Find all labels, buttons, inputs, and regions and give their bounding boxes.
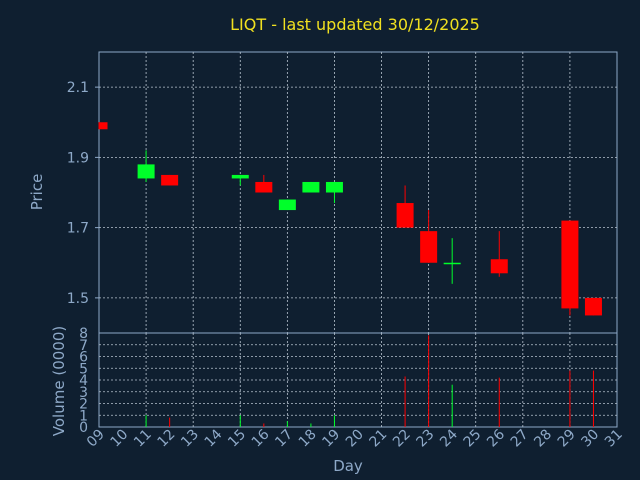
volume-tick-label: 1 bbox=[79, 408, 88, 424]
x-tick-label: 14 bbox=[202, 426, 226, 450]
candle-body bbox=[137, 164, 155, 179]
x-tick-label: 18 bbox=[296, 427, 320, 451]
x-tick-label: 19 bbox=[319, 427, 343, 451]
x-tick-label: 28 bbox=[531, 427, 555, 451]
x-tick-label: 21 bbox=[366, 427, 390, 451]
volume-tick-label: 5 bbox=[79, 361, 88, 377]
volume-tick-label: 7 bbox=[79, 338, 88, 354]
x-tick-label: 20 bbox=[343, 427, 367, 451]
volume-tick-label: 2 bbox=[79, 397, 88, 413]
price-tick-label: 1.5 bbox=[67, 291, 89, 307]
x-axis: 09 10 11 12 13 14 15 16 17 18 19 20 21 22 23 24 25 26 27 28… bbox=[84, 426, 626, 450]
x-tick-label: 27 bbox=[508, 427, 532, 451]
x-axis-label: Day bbox=[333, 457, 363, 475]
price-tick-label: 2.1 bbox=[67, 80, 89, 96]
candle-body bbox=[278, 199, 296, 211]
candle-body bbox=[161, 174, 179, 186]
candle-body bbox=[584, 297, 602, 316]
volume-axis-label: Volume (0000) bbox=[50, 326, 68, 436]
x-tick-label: 15 bbox=[225, 427, 249, 451]
x-tick-label: 25 bbox=[461, 427, 485, 451]
price-panel: 1.5 1.7 1.9 2.1 bbox=[67, 51, 618, 334]
candle-body bbox=[561, 220, 579, 309]
price-plot-frame bbox=[98, 51, 618, 334]
candle-body bbox=[99, 122, 108, 130]
candle-body bbox=[396, 203, 414, 228]
price-tick-label: 1.7 bbox=[67, 221, 89, 237]
x-tick-label: 10 bbox=[107, 427, 131, 451]
x-tick-label: 12 bbox=[155, 427, 179, 451]
volume-tick-label: 6 bbox=[79, 350, 88, 366]
candle-body bbox=[443, 262, 461, 265]
price-tick-label: 1.9 bbox=[67, 150, 89, 166]
x-tick-label: 22 bbox=[390, 427, 414, 451]
x-tick-label: 17 bbox=[272, 427, 296, 451]
candle-body bbox=[420, 231, 438, 263]
volume-tick-label: 4 bbox=[79, 373, 88, 389]
chart-title: LIQT - last updated 30/12/2025 bbox=[230, 15, 480, 34]
x-tick-label: 26 bbox=[484, 426, 508, 450]
volume-tick-label: 8 bbox=[79, 326, 88, 342]
price-axis-label: Price bbox=[28, 174, 46, 211]
x-tick-label: 31 bbox=[602, 427, 626, 451]
x-tick-label: 30 bbox=[578, 427, 602, 451]
x-tick-label: 11 bbox=[131, 427, 155, 451]
candle-body bbox=[325, 181, 343, 193]
x-tick-label: 24 bbox=[437, 426, 461, 450]
candle-body bbox=[302, 181, 320, 193]
x-tick-label: 23 bbox=[414, 427, 438, 451]
volume-tick-label: 0 bbox=[79, 420, 88, 436]
candle-body bbox=[255, 181, 273, 193]
candle-body bbox=[231, 174, 249, 179]
x-tick-label: 13 bbox=[178, 427, 202, 451]
volume-tick-label: 3 bbox=[79, 385, 88, 401]
candle-body bbox=[490, 259, 508, 274]
x-tick-label: 16 bbox=[249, 426, 273, 450]
x-tick-label: 29 bbox=[555, 427, 579, 451]
